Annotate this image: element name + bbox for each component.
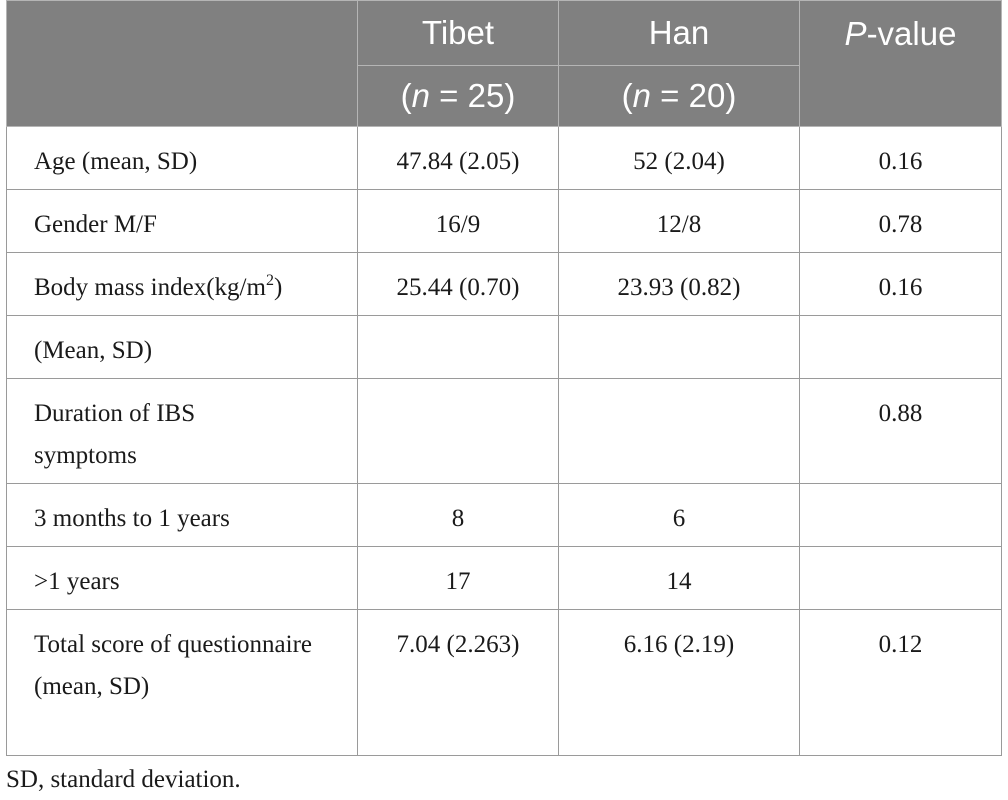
row-label: (Mean, SD) [6,315,358,379]
cell-tibet: 7.04 (2.263) [357,609,559,756]
cell-han [558,378,800,484]
header-han-n-var: n [632,77,652,114]
header-tibet-n-rest: = 25) [430,77,516,114]
cell-han: 23.93 (0.82) [558,252,800,316]
cell-han: 14 [558,546,800,610]
cell-pvalue [799,483,1002,547]
row-label-close: ) [273,274,283,301]
cell-tibet [357,378,559,484]
header-row-1: Tibet Han P-value [6,0,1002,127]
cell-tibet: 8 [357,483,559,547]
table-row: 3 months to 1 years 8 6 [6,483,1002,547]
cell-tibet: 25.44 (0.70) [357,252,559,316]
header-han-n-open: ( [621,77,633,114]
table-row: >1 years 17 14 [6,546,1002,610]
table-header: Tibet Han P-value (n = 25) (n = 20) [6,0,1002,127]
row-label-superscript: 2 [265,272,274,289]
table-footnote: SD, standard deviation. [6,766,241,793]
table-row: Duration of IBS symptoms 0.88 [6,378,1002,484]
cell-han: 12/8 [558,189,800,253]
header-han-n-rest: = 20) [651,77,737,114]
cell-tibet: 47.84 (2.05) [357,126,559,190]
table-row: Age (mean, SD) 47.84 (2.05) 52 (2.04) 0.… [6,126,1002,190]
cell-pvalue: 0.88 [799,378,1002,484]
header-tibet-n-var: n [411,77,431,114]
table-row: Total score of questionnaire (mean, SD) … [6,609,1002,756]
cell-pvalue: 0.12 [799,609,1002,756]
cell-han: 6.16 (2.19) [558,609,800,756]
table-row: (Mean, SD) [6,315,1002,379]
cell-pvalue: 0.78 [799,189,1002,253]
header-han: Han [558,0,800,66]
cell-pvalue: 0.16 [799,252,1002,316]
header-blank-cell [6,0,358,127]
header-pvalue-rest: -value [866,15,957,52]
header-tibet: Tibet [357,0,559,66]
row-label: Body mass index(kg/m2) [6,252,358,316]
cell-tibet [357,315,559,379]
table-row: Body mass index(kg/m2) 25.44 (0.70) 23.9… [6,252,1002,316]
row-label: Gender M/F [6,189,358,253]
row-label: 3 months to 1 years [6,483,358,547]
row-label: Age (mean, SD) [6,126,358,190]
header-row-2: (n = 25) (n = 20) [7,65,1002,127]
cell-pvalue: 0.16 [799,126,1002,190]
header-tibet-n-open: ( [400,77,412,114]
table-body: Age (mean, SD) 47.84 (2.05) 52 (2.04) 0.… [6,126,1002,756]
row-label: Total score of questionnaire (mean, SD) [6,609,358,756]
cell-han: 52 (2.04) [558,126,800,190]
cell-pvalue [799,546,1002,610]
header-tibet-n: (n = 25) [357,65,559,127]
header-han-n: (n = 20) [558,65,800,127]
header-pvalue: P-value [799,0,1002,127]
cell-han: 6 [558,483,800,547]
cell-pvalue [799,315,1002,379]
cell-han [558,315,800,379]
header-pvalue-var: P [844,15,867,52]
row-label-text: Body mass index(kg/m [34,274,266,301]
cell-tibet: 16/9 [357,189,559,253]
row-label: Duration of IBS symptoms [6,378,358,484]
row-label: >1 years [6,546,358,610]
data-table: Tibet Han P-value (n = 25) (n = 20) Age … [6,0,1002,756]
table-row: Gender M/F 16/9 12/8 0.78 [6,189,1002,253]
cell-tibet: 17 [357,546,559,610]
